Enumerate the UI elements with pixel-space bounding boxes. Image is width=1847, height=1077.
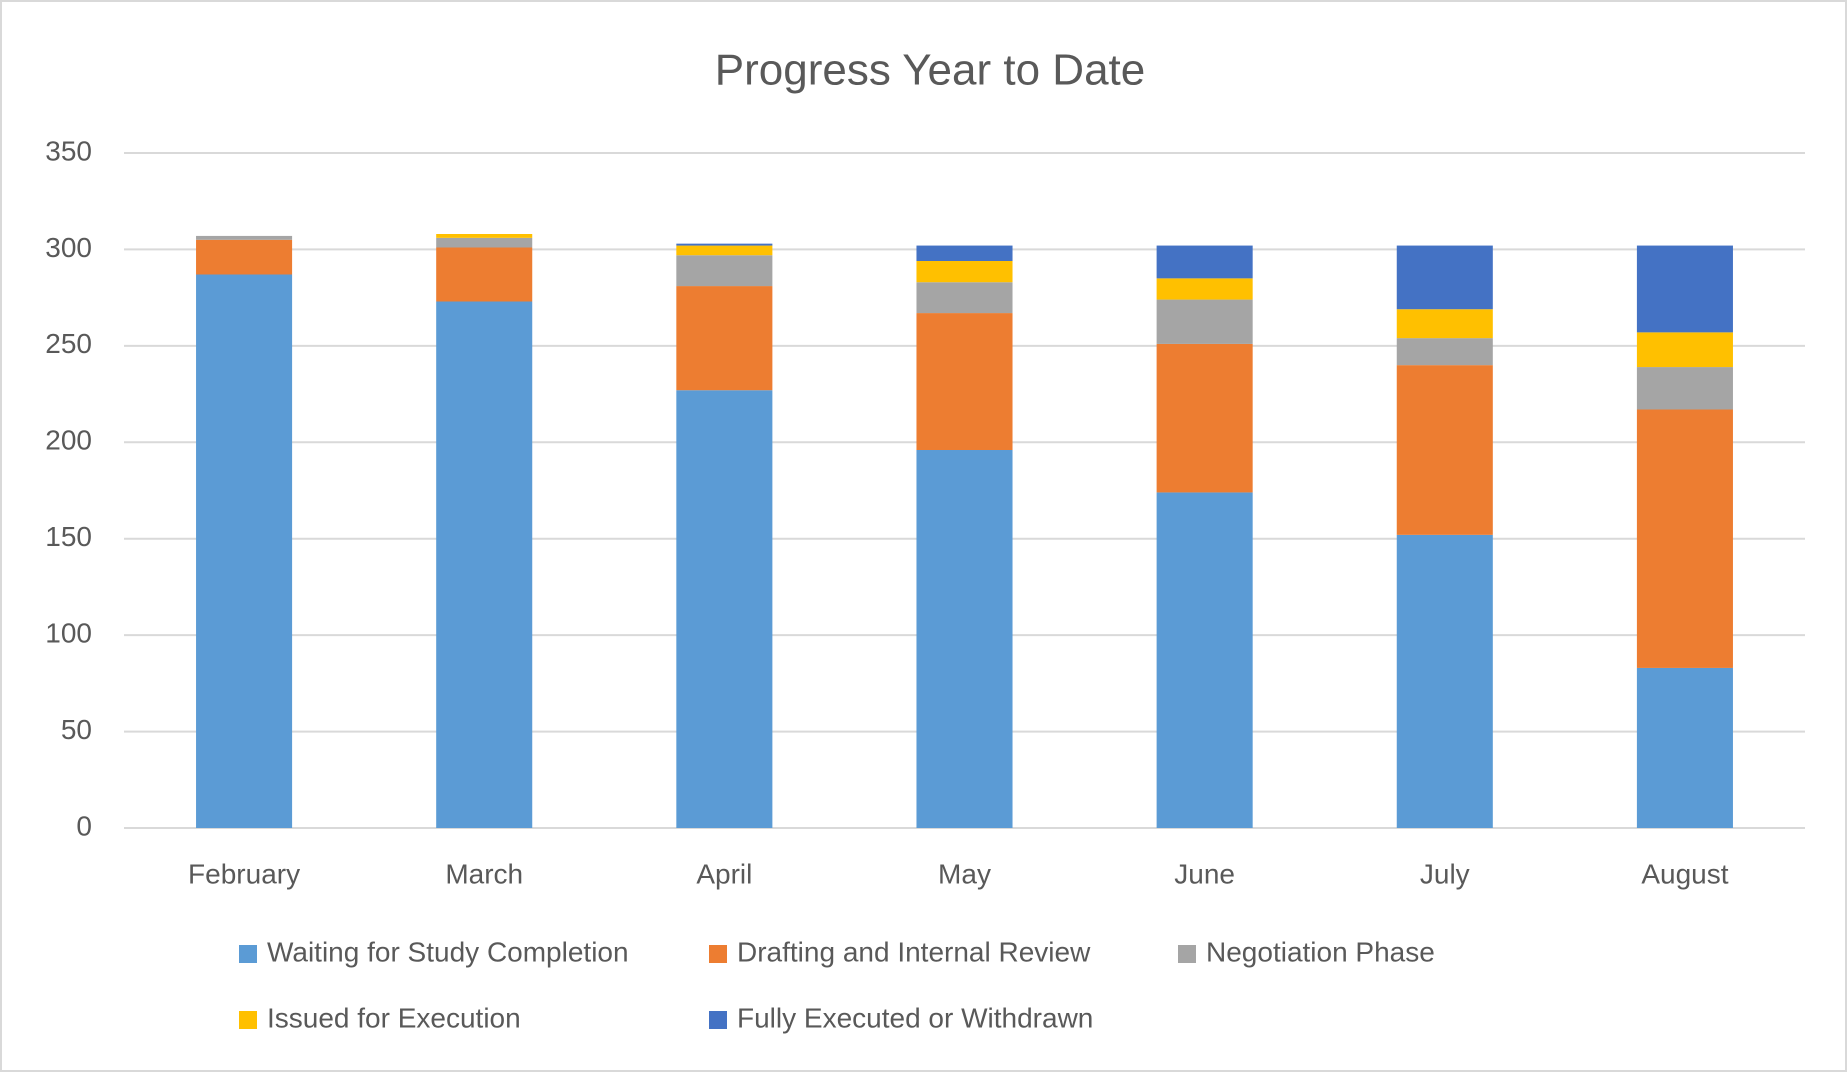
x-tick-label: March (445, 858, 523, 889)
bar-segment (916, 313, 1013, 450)
y-tick-label: 50 (61, 714, 92, 745)
y-tick-label: 300 (45, 232, 92, 263)
x-tick-label: February (188, 858, 300, 889)
bar-segment (1636, 332, 1733, 368)
bar-segment (1636, 367, 1733, 410)
legend-label: Drafting and Internal Review (737, 936, 1091, 967)
bar-segment (1156, 299, 1253, 344)
y-tick-label: 150 (45, 521, 92, 552)
x-tick-label: July (1420, 858, 1470, 889)
bar-segment (916, 261, 1013, 283)
bar-segment (1396, 245, 1493, 310)
bar-segment (1156, 492, 1253, 828)
bar-segment (1156, 245, 1253, 279)
bar-segment (916, 450, 1013, 828)
legend-swatch (239, 1011, 257, 1029)
bar-segment (436, 247, 533, 302)
bar-segment (1156, 278, 1253, 300)
x-tick-label: August (1641, 858, 1728, 889)
bar-segment (1396, 338, 1493, 366)
bar-segment (1396, 365, 1493, 535)
x-tick-label: May (938, 858, 991, 889)
legend-label: Waiting for Study Completion (267, 936, 629, 967)
bar-segment (1636, 409, 1733, 668)
bar-segment (1636, 245, 1733, 333)
bar-segment (436, 237, 533, 248)
bar-segment (916, 282, 1013, 314)
y-tick-label: 100 (45, 618, 92, 649)
legend-swatch (1178, 945, 1196, 963)
bar-segment (196, 239, 293, 275)
legend-swatch (709, 945, 727, 963)
legend-label: Fully Executed or Withdrawn (737, 1002, 1093, 1033)
bar-segment (676, 390, 773, 828)
bar-segment (1396, 309, 1493, 339)
bar-segment (196, 274, 293, 828)
bar-segment (436, 301, 533, 828)
legend-swatch (709, 1011, 727, 1029)
bar-segment (1396, 534, 1493, 828)
bar-segment (1156, 343, 1253, 493)
legend-label: Negotiation Phase (1206, 936, 1435, 967)
y-tick-label: 0 (76, 810, 92, 841)
bar-segment (676, 255, 773, 287)
bar-segment (676, 286, 773, 391)
x-tick-label: April (696, 858, 752, 889)
bar-segment (676, 243, 773, 246)
y-tick-label: 350 (45, 135, 92, 166)
y-tick-label: 200 (45, 425, 92, 456)
y-tick-label: 250 (45, 328, 92, 359)
bar-segment (196, 235, 293, 240)
legend-swatch (239, 945, 257, 963)
chart-title: Progress Year to Date (715, 46, 1145, 95)
bar-segment (1636, 667, 1733, 828)
bar-segment (436, 234, 533, 238)
legend-label: Issued for Execution (267, 1002, 521, 1033)
x-tick-label: June (1174, 858, 1235, 889)
bar-segment (916, 245, 1013, 261)
bar-segment (676, 245, 773, 256)
